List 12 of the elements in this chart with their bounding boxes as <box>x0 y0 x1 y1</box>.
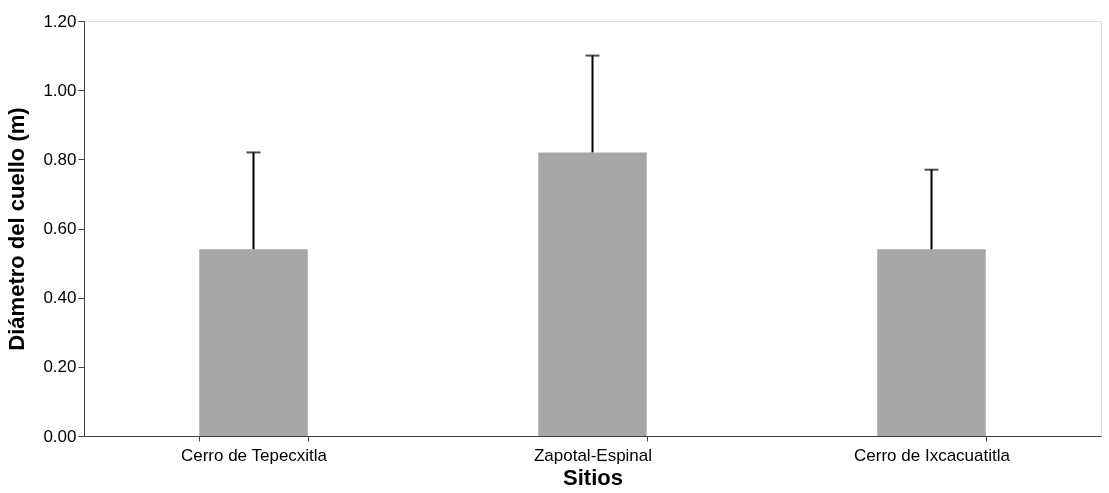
y-axis-title: Diámetro del cuello (m) <box>4 107 30 351</box>
x-tick-label: Cerro de Tepecxitla <box>180 445 328 465</box>
x-tick-label: Zapotal-Espinal <box>533 445 653 465</box>
y-tick-label: 0.20 <box>43 357 77 377</box>
x-tick-label: Cerro de Ixcacuatitla <box>854 445 1011 465</box>
y-tick-label: 0.00 <box>43 426 77 446</box>
y-tick-label: 0.60 <box>43 219 77 238</box>
x-axis-title: Sitios <box>563 464 623 490</box>
y-tick-label: 1.00 <box>43 80 77 100</box>
y-tick-label: 0.40 <box>43 288 77 308</box>
y-tick-label: 0.80 <box>43 149 77 169</box>
y-tick-label: 1.20 <box>43 11 77 31</box>
